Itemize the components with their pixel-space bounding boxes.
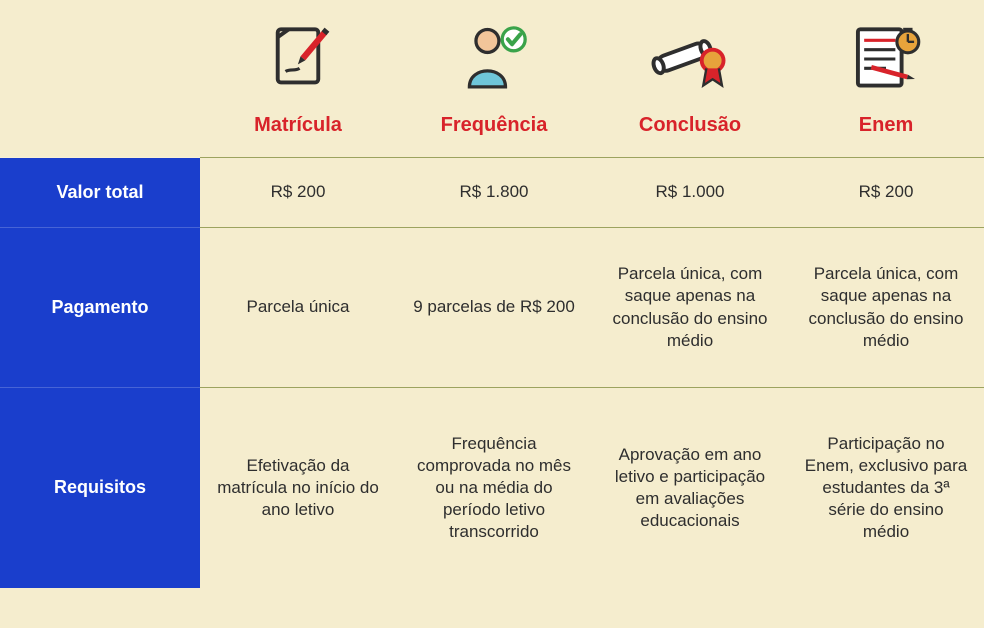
col-conclusao: Conclusão	[592, 0, 788, 158]
cell-pag-enem: Parcela única, com saque apenas na concl…	[788, 228, 984, 388]
cell-pag-frequencia: 9 parcelas de R$ 200	[396, 228, 592, 388]
row-requisitos: Requisitos Efetivação da matrícula no in…	[0, 388, 984, 588]
rowlabel-requisitos: Requisitos	[0, 388, 200, 588]
row-pagamento: Pagamento Parcela única 9 parcelas de R$…	[0, 228, 984, 388]
cell-valor-conclusao: R$ 1.000	[592, 158, 788, 228]
col-label-matricula: Matrícula	[206, 114, 390, 137]
cell-pag-matricula: Parcela única	[200, 228, 396, 388]
person-check-icon	[402, 14, 586, 104]
exam-sheet-timer-icon	[794, 14, 978, 104]
col-label-frequencia: Frequência	[402, 114, 586, 137]
cell-valor-matricula: R$ 200	[200, 158, 396, 228]
diploma-ribbon-icon	[598, 14, 782, 104]
col-matricula: Matrícula	[200, 0, 396, 158]
rowlabel-pagamento: Pagamento	[0, 228, 200, 388]
infographic-table: Matrícula Frequência	[0, 0, 984, 628]
cell-req-enem: Participação no Enem, exclusivo para est…	[788, 388, 984, 588]
cell-req-matricula: Efetivação da matrícula no início do ano…	[200, 388, 396, 588]
row-valor-total: Valor total R$ 200 R$ 1.800 R$ 1.000 R$ …	[0, 158, 984, 228]
cell-valor-enem: R$ 200	[788, 158, 984, 228]
col-label-conclusao: Conclusão	[598, 114, 782, 137]
benefits-table: Matrícula Frequência	[0, 0, 984, 588]
col-enem: Enem	[788, 0, 984, 158]
cell-req-conclusao: Aprovação em ano letivo e participação e…	[592, 388, 788, 588]
cell-pag-conclusao: Parcela única, com saque apenas na concl…	[592, 228, 788, 388]
col-label-enem: Enem	[794, 114, 978, 137]
header-corner	[0, 0, 200, 158]
header-row: Matrícula Frequência	[0, 0, 984, 158]
cell-valor-frequencia: R$ 1.800	[396, 158, 592, 228]
col-frequencia: Frequência	[396, 0, 592, 158]
cell-req-frequencia: Frequência comprovada no mês ou na média…	[396, 388, 592, 588]
rowlabel-valor-total: Valor total	[0, 158, 200, 228]
document-pen-icon	[206, 14, 390, 104]
